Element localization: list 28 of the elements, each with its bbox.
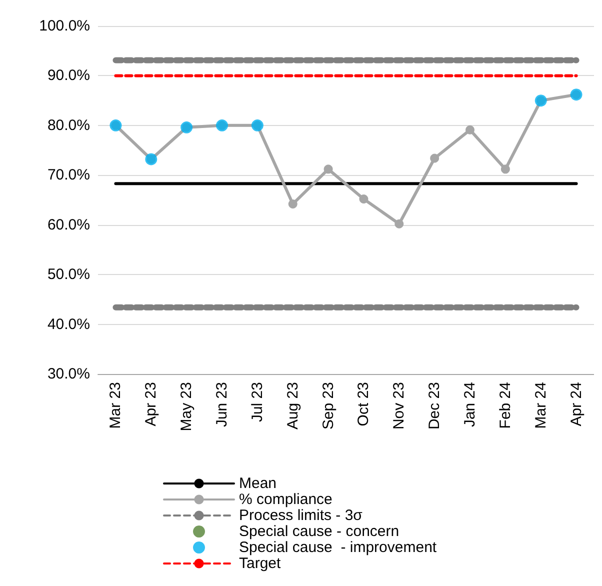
x-tick-label: Mar 24 (532, 382, 550, 429)
legend-label: Process limits - 3σ (239, 507, 364, 524)
x-tick-label: Jan 24 (462, 382, 478, 428)
legend-label: Target (239, 555, 282, 572)
x-tick-label: Jul 23 (248, 382, 266, 422)
y-tick-label: 100.0% (39, 18, 90, 34)
x-tick-label: Feb 24 (496, 382, 514, 429)
x-tick-label: Apr 23 (142, 382, 160, 426)
x-tick-label: Dec 23 (426, 382, 444, 430)
y-tick-label: 50.0% (47, 266, 90, 284)
legend-label: Special cause - improvement (239, 539, 438, 556)
legend-label: Special cause - concern (239, 523, 400, 540)
y-tick-label: 80.0% (47, 116, 90, 134)
x-tick-label: Apr 24 (568, 382, 585, 426)
y-tick-label: 30.0% (47, 366, 90, 382)
x-tick-label: Nov 23 (390, 382, 408, 430)
y-tick-label: 90.0% (47, 67, 90, 84)
x-tick-label: Jun 23 (214, 382, 230, 428)
x-tick-label: Aug 23 (284, 382, 302, 430)
y-tick-label: 60.0% (47, 216, 90, 234)
y-tick-label: 40.0% (47, 316, 90, 333)
x-tick-label: Oct 23 (355, 382, 372, 426)
legend-label: % compliance (239, 491, 332, 508)
x-tick-label: May 23 (178, 382, 196, 432)
x-tick-label: Sep 23 (320, 382, 337, 430)
x-tick-label: Mar 23 (107, 382, 124, 429)
y-tick-label: 70.0% (47, 166, 90, 184)
legend-label: Mean (239, 475, 277, 492)
